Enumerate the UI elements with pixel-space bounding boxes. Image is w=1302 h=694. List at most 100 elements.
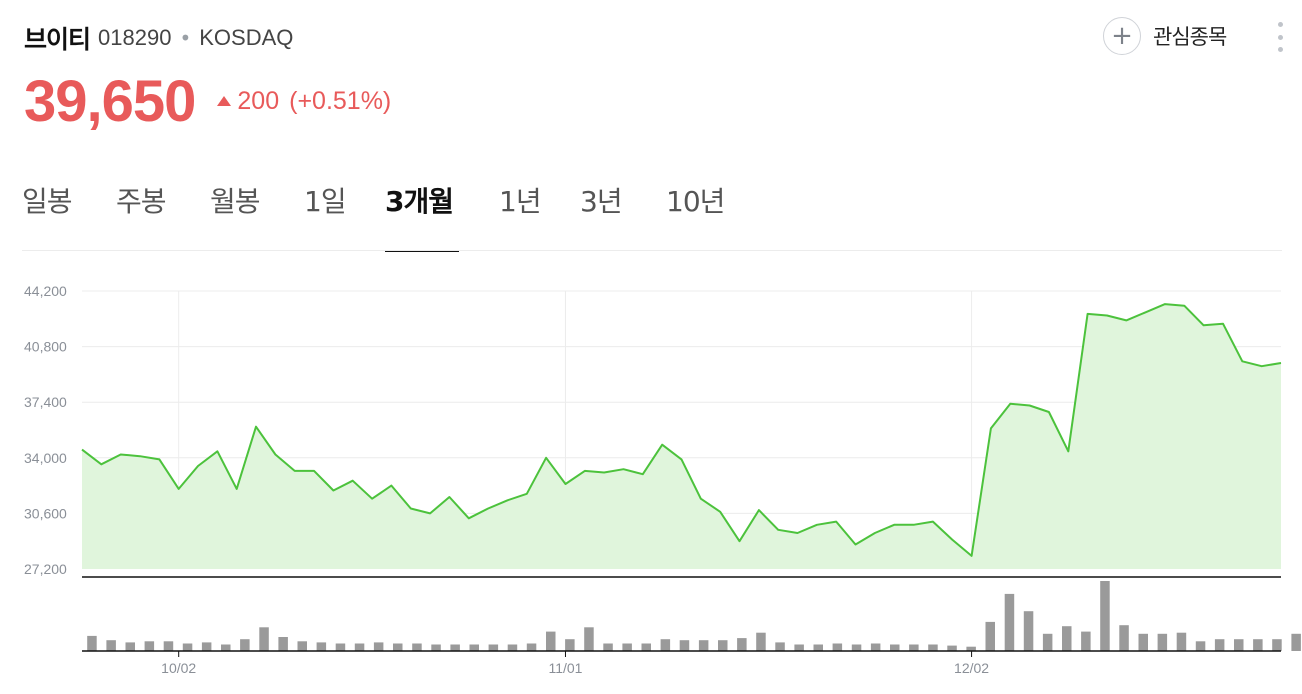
volume-bar (718, 640, 728, 651)
tab-label: 월봉 (210, 185, 261, 218)
tab-3-months[interactable]: 3개월 (385, 172, 459, 252)
volume-bar (1119, 625, 1129, 651)
volume-bar (1253, 639, 1263, 651)
tab-label: 1일 (304, 185, 347, 218)
volume-bar (1214, 639, 1225, 651)
volume-bar (297, 641, 307, 651)
change-amount: 200 (237, 86, 280, 115)
y-tick-label: 27,200 (24, 561, 67, 577)
change-percent: (+0.51%) (289, 86, 392, 115)
volume-bar (565, 639, 575, 651)
tab-label: 1년 (499, 185, 542, 218)
period-tabs: 일봉 주봉 월봉 1일 3개월 1년 3년 10년 (22, 172, 756, 252)
y-tick-label: 37,400 (24, 394, 67, 410)
volume-bar (775, 642, 785, 651)
more-options-icon[interactable] (1270, 22, 1290, 52)
up-arrow-icon (217, 96, 232, 106)
plus-icon: + (1103, 17, 1141, 55)
volume-bar (679, 640, 690, 651)
x-tick-label: 12/02 (954, 660, 989, 676)
volume-bar (106, 640, 116, 651)
volume-bar (584, 627, 594, 651)
volume-bar (240, 639, 250, 651)
volume-bar (1272, 639, 1282, 651)
volume-bar (1023, 611, 1034, 651)
volume-bar (125, 642, 135, 651)
tab-label: 일봉 (22, 185, 73, 218)
volume-bar (221, 644, 231, 651)
volume-bar (966, 646, 976, 651)
volume-bar (985, 621, 995, 651)
price-area (82, 304, 1281, 569)
volume-bar (756, 632, 766, 651)
volume-bar (698, 640, 709, 651)
volume-bar (1157, 633, 1168, 651)
tab-10-years[interactable]: 10년 (666, 172, 756, 252)
x-tick-label: 10/02 (161, 660, 196, 676)
price-row: 39,650 200 (+0.51%) (24, 66, 391, 136)
volume-bar (909, 644, 919, 651)
volume-bar (1138, 633, 1148, 651)
volume-bar (450, 644, 460, 651)
price-line (81, 303, 1282, 557)
volume-bar (431, 644, 441, 651)
volume-bar (851, 644, 862, 651)
volume-bar (641, 643, 651, 651)
volume-bar (316, 642, 327, 651)
volume-bar (393, 643, 403, 651)
tab-label: 3개월 (385, 185, 454, 218)
tab-label: 주봉 (116, 185, 167, 218)
tab-label: 10년 (666, 185, 725, 218)
volume-bar (144, 641, 155, 651)
more-dot (1277, 34, 1283, 40)
volume-bar (526, 643, 537, 651)
volume-bar (469, 644, 479, 651)
tab-weekly-candle[interactable]: 주봉 (116, 172, 210, 252)
y-tick-label: 40,800 (24, 339, 67, 355)
watchlist-label: 관심종목 (1153, 25, 1227, 49)
tab-label: 3년 (580, 185, 623, 218)
volume-bar (201, 642, 212, 651)
stock-code: 018290 (98, 25, 172, 50)
y-tick-label: 34,000 (24, 450, 67, 466)
volume-bar (412, 643, 422, 651)
volume-bar (832, 643, 843, 651)
current-price: 39,650 (24, 68, 196, 134)
volume-bar (1081, 631, 1091, 651)
volume-bar (737, 638, 747, 651)
market-name: KOSDAQ (199, 25, 294, 50)
volume-bar (1100, 581, 1110, 651)
volume-bar (354, 643, 365, 651)
stock-header: 브이티 018290 • KOSDAQ (24, 18, 293, 58)
volume-bar (1004, 593, 1015, 651)
price-chart[interactable]: 44,200 40,800 37,400 34,000 30,600 27,200 10/0… (0, 260, 1302, 694)
tab-monthly-candle[interactable]: 월봉 (210, 172, 304, 252)
volume-bar (87, 635, 97, 651)
stock-name: 브이티 (24, 25, 91, 54)
tab-3-years[interactable]: 3년 (580, 172, 666, 252)
volume-bar (1195, 641, 1206, 651)
tab-1-year[interactable]: 1년 (499, 172, 580, 252)
volume-bar (488, 644, 499, 651)
volume-bar (660, 639, 671, 651)
volume-bar (335, 643, 346, 651)
price-change: 200 (+0.51%) (217, 87, 391, 116)
y-tick-label: 44,200 (24, 283, 67, 299)
volume-bar (794, 644, 804, 651)
volume-bar (163, 641, 174, 651)
volume-bar (622, 643, 632, 651)
volume-bar (507, 644, 518, 651)
volume-bar (278, 637, 288, 651)
volume-bar (928, 644, 938, 651)
tab-1-day[interactable]: 1일 (304, 172, 385, 252)
tab-daily-candle[interactable]: 일봉 (22, 172, 116, 252)
volume-bar (1176, 632, 1187, 651)
more-dot (1277, 47, 1283, 52)
volume-bar (259, 627, 269, 651)
more-dot (1277, 22, 1283, 27)
volume-bar (1042, 633, 1053, 651)
volume-bar (373, 642, 384, 651)
volume-bar (1062, 626, 1072, 651)
volume-bar (603, 643, 613, 651)
add-to-watchlist-button[interactable]: + 관심종목 (1103, 16, 1227, 56)
